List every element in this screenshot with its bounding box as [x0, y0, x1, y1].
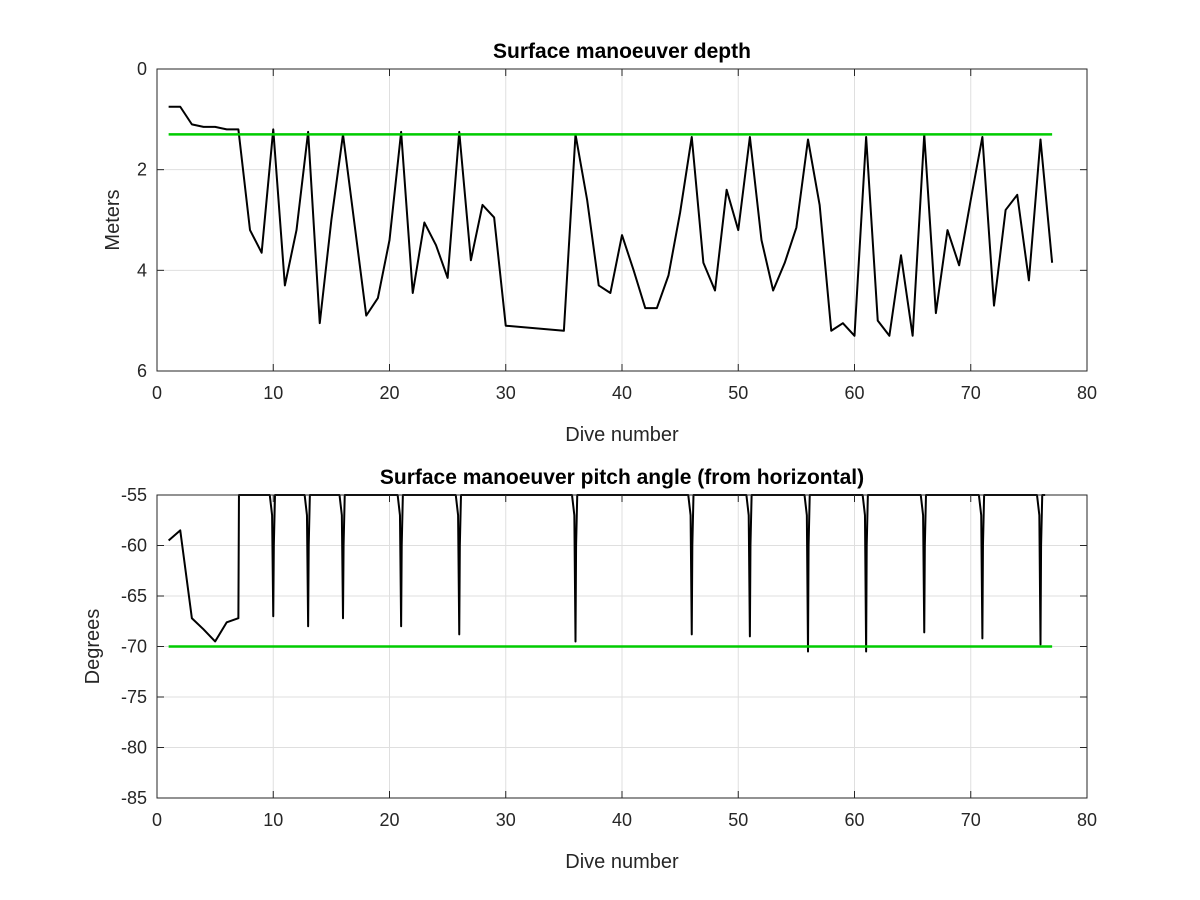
x-tick-label: 70	[961, 383, 981, 403]
x-tick-label: 10	[263, 383, 283, 403]
y-tick-label: 0	[137, 59, 147, 79]
y-tick-label: -55	[121, 485, 147, 505]
chart-title: Surface manoeuver pitch angle (from hori…	[380, 466, 864, 489]
x-tick-label: 30	[496, 810, 516, 830]
y-tick-label: 4	[137, 260, 147, 280]
depth-chart: 0 10 20 30 40 50 60 70 80 0 2 4 6 Surface manoeuver d…	[102, 40, 1097, 446]
chart-title: Surface manoeuver depth	[493, 40, 751, 63]
x-axis-label: Dive number	[565, 851, 679, 873]
y-tick-label: 6	[137, 361, 147, 381]
y-axis-label: Meters	[102, 189, 124, 250]
x-tick-label: 30	[496, 383, 516, 403]
x-tick-label: 20	[379, 383, 399, 403]
x-tick-label: 50	[728, 383, 748, 403]
data-series-line	[168, 105, 1054, 337]
y-tick-label: -60	[121, 536, 147, 556]
x-tick-label: 80	[1077, 383, 1097, 403]
x-axis-label: Dive number	[565, 424, 679, 446]
x-tick-label: 80	[1077, 810, 1097, 830]
y-tick-label: -70	[121, 637, 147, 657]
x-tick-label: 70	[961, 810, 981, 830]
y-axis-label: Degrees	[82, 609, 104, 685]
data-series-line	[167, 494, 1046, 653]
x-tick-label: 0	[152, 383, 162, 403]
y-tick-label: -80	[121, 738, 147, 758]
y-tick-label: 2	[137, 160, 147, 180]
y-tick-label: -85	[121, 788, 147, 808]
pitch-angle-chart: 0 10 20 30 40 50 60 70 80 -85 -80 -75 -70 -65 -60 -55 Su…	[82, 466, 1097, 873]
x-tick-label: 50	[728, 810, 748, 830]
x-tick-label: 10	[263, 810, 283, 830]
y-tick-label: -75	[121, 687, 147, 707]
x-tick-label: 20	[379, 810, 399, 830]
x-tick-label: 0	[152, 810, 162, 830]
x-tick-label: 60	[844, 810, 864, 830]
x-tick-label: 60	[844, 383, 864, 403]
x-tick-label: 40	[612, 383, 632, 403]
y-tick-label: -65	[121, 586, 147, 606]
x-tick-label: 40	[612, 810, 632, 830]
